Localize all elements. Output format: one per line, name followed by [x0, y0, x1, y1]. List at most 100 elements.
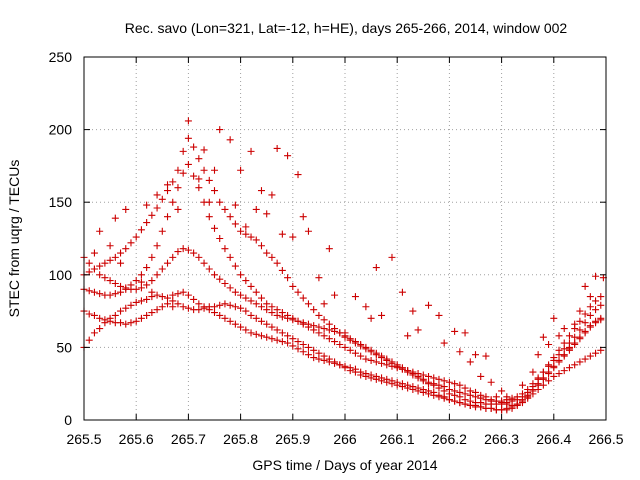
y-tick-label: 150	[49, 194, 73, 210]
data-point	[237, 304, 245, 312]
x-tick-label: 265.5	[66, 431, 101, 447]
data-point	[383, 378, 391, 386]
data-point	[231, 262, 239, 270]
x-tick-label: 265.9	[275, 431, 310, 447]
data-point	[268, 191, 276, 199]
data-point	[226, 301, 234, 309]
data-point	[435, 311, 443, 319]
data-point	[90, 265, 98, 273]
data-point	[325, 355, 333, 363]
data-point	[414, 387, 422, 395]
data-point	[273, 336, 281, 344]
data-point	[143, 295, 151, 303]
data-point	[440, 377, 448, 385]
data-point	[336, 361, 344, 369]
data-point	[325, 326, 333, 334]
data-point	[231, 220, 239, 228]
data-point	[498, 387, 506, 395]
data-point	[289, 282, 297, 290]
data-point	[414, 370, 422, 378]
data-point	[315, 329, 323, 337]
data-point	[435, 375, 443, 383]
data-point	[445, 386, 453, 394]
data-point	[242, 307, 250, 315]
data-point	[576, 317, 584, 325]
data-point	[96, 227, 104, 235]
data-point	[226, 317, 234, 325]
data-point	[404, 332, 412, 340]
data-point	[184, 304, 192, 312]
data-point	[310, 326, 318, 334]
data-point	[111, 311, 119, 319]
data-point	[195, 175, 203, 183]
y-tick-label: 0	[64, 412, 72, 428]
data-point	[597, 316, 605, 324]
data-point	[393, 364, 401, 372]
data-point	[247, 329, 255, 337]
data-point	[148, 253, 156, 261]
data-point	[242, 277, 250, 285]
data-point	[273, 144, 281, 152]
data-point	[498, 399, 506, 407]
data-point	[226, 136, 234, 144]
data-point	[372, 375, 380, 383]
data-point	[205, 176, 213, 184]
data-point	[524, 386, 532, 394]
data-point	[101, 259, 109, 267]
x-tick-label: 265.7	[171, 431, 206, 447]
data-point	[351, 338, 359, 346]
data-point	[174, 205, 182, 213]
data-point	[294, 338, 302, 346]
data-point	[174, 290, 182, 298]
y-axis-ticks: 0 50 100 150 200 250	[49, 49, 606, 428]
data-point	[581, 310, 589, 318]
data-point	[273, 259, 281, 267]
data-point	[190, 172, 198, 180]
data-point	[216, 275, 224, 283]
data-point	[111, 253, 119, 261]
data-point	[581, 355, 589, 363]
data-point	[257, 317, 265, 325]
data-point	[169, 178, 177, 186]
data-point	[362, 372, 370, 380]
data-point	[252, 314, 260, 322]
data-point	[96, 271, 104, 279]
data-point	[351, 368, 359, 376]
data-point	[576, 326, 584, 334]
data-point	[164, 259, 172, 267]
data-point	[325, 335, 333, 343]
data-point	[263, 320, 271, 328]
data-point	[571, 333, 579, 341]
data-point	[164, 300, 172, 308]
data-point	[336, 340, 344, 348]
data-point	[555, 358, 563, 366]
data-point	[388, 380, 396, 388]
data-point	[284, 311, 292, 319]
data-point	[299, 320, 307, 328]
data-point	[534, 374, 542, 382]
data-point	[179, 303, 187, 311]
data-point	[221, 280, 229, 288]
data-point	[362, 303, 370, 311]
data-point	[518, 381, 526, 389]
data-point	[560, 325, 568, 333]
data-point	[268, 323, 276, 331]
data-point	[576, 335, 584, 343]
data-point	[404, 384, 412, 392]
data-point	[466, 358, 474, 366]
data-point	[169, 198, 177, 206]
data-point	[101, 316, 109, 324]
data-point	[184, 291, 192, 299]
data-point	[550, 372, 558, 380]
data-point	[331, 327, 339, 335]
data-point	[388, 253, 396, 261]
data-point	[357, 371, 365, 379]
data-point	[252, 205, 260, 213]
data-point	[367, 356, 375, 364]
data-point	[357, 340, 365, 348]
data-point	[158, 265, 166, 273]
data-point	[263, 210, 271, 218]
data-point	[440, 394, 448, 402]
data-point	[310, 346, 318, 354]
data-point	[148, 288, 156, 296]
